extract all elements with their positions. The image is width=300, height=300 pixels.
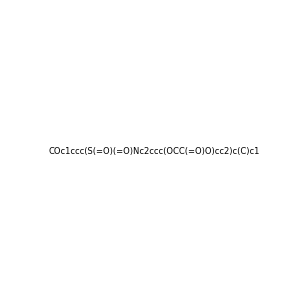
Text: COc1ccc(S(=O)(=O)Nc2ccc(OCC(=O)O)cc2)c(C)c1: COc1ccc(S(=O)(=O)Nc2ccc(OCC(=O)O)cc2)c(C… [48, 147, 260, 156]
